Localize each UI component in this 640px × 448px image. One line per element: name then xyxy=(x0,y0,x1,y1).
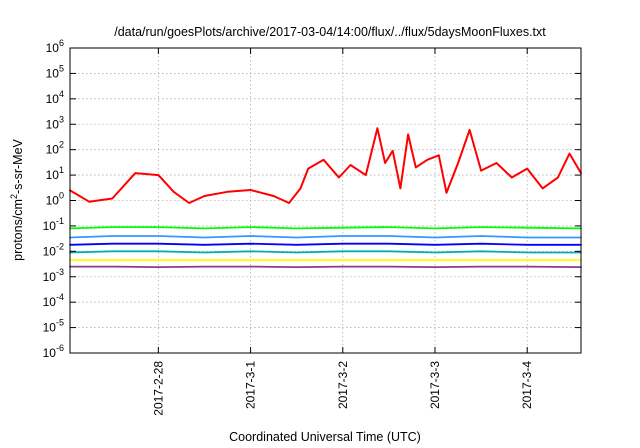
grid-lines xyxy=(70,48,581,353)
y-tick-label-base: 10 xyxy=(43,295,57,309)
y-tick-label-exp: -4 xyxy=(56,292,64,302)
y-tick-label-base: 10 xyxy=(46,143,60,157)
y-tick-label-base: 10 xyxy=(46,66,60,80)
x-tick-label: 2017-2-28 xyxy=(151,361,165,416)
y-tick-label-exp: 6 xyxy=(59,38,64,48)
y-tick-label: 10-5 xyxy=(43,318,64,335)
y-tick-label-base: 10 xyxy=(46,92,60,106)
y-tick-label: 10-4 xyxy=(43,292,64,309)
y-tick-label: 104 xyxy=(46,89,64,106)
y-axis-label-post: -s-sr-MeV xyxy=(11,138,25,194)
y-axis-label-sup: 2 xyxy=(9,194,19,199)
series-line-1 xyxy=(69,127,582,204)
y-tick-label-exp: 3 xyxy=(59,114,64,124)
y-tick-label: 100 xyxy=(46,191,64,208)
x-tick-label: 2017-3-4 xyxy=(520,361,534,409)
y-tick-label: 101 xyxy=(46,165,64,182)
y-tick-label-exp: 5 xyxy=(59,63,64,73)
y-tick-label-base: 10 xyxy=(43,321,57,335)
y-tick-label: 10-3 xyxy=(43,267,64,284)
y-tick-label-base: 10 xyxy=(46,41,60,55)
y-tick-label-base: 10 xyxy=(46,168,60,182)
series-group xyxy=(69,127,582,269)
y-tick-label: 10-2 xyxy=(43,241,64,258)
x-axis-label: Coordinated Universal Time (UTC) xyxy=(229,430,421,444)
y-tick-label: 10-1 xyxy=(43,216,64,233)
series-line-5 xyxy=(69,250,582,254)
y-tick-label-exp: 4 xyxy=(59,89,64,99)
y-tick-label-base: 10 xyxy=(43,219,57,233)
x-tick-label: 2017-3-2 xyxy=(336,361,350,409)
x-axis-ticks: 2017-2-28 2017-3-1 2017-3-2 2017-3-3 2017-3-… xyxy=(151,48,534,416)
y-tick-label-base: 10 xyxy=(46,194,60,208)
y-tick-label-base: 10 xyxy=(43,244,57,258)
y-tick-label: 105 xyxy=(46,63,64,80)
series-line-2 xyxy=(69,226,582,230)
y-tick-label-exp: 1 xyxy=(59,165,64,175)
y-tick-label-base: 10 xyxy=(43,346,57,360)
y-axis-label-pre: protons/cm xyxy=(11,199,25,261)
chart-title: /data/run/goesPlots/archive/2017-03-04/1… xyxy=(114,25,546,39)
x-tick-label: 2017-3-1 xyxy=(244,361,258,409)
x-tick-label: 2017-3-3 xyxy=(428,361,442,409)
y-tick-label-exp: -1 xyxy=(56,216,64,226)
y-tick-label: 102 xyxy=(46,140,64,157)
y-tick-label-base: 10 xyxy=(46,117,60,131)
y-tick-label: 103 xyxy=(46,114,64,131)
y-tick-label-base: 10 xyxy=(43,270,57,284)
series-line-3 xyxy=(69,235,582,239)
series-line-4 xyxy=(69,242,582,246)
y-tick-label-exp: 2 xyxy=(59,140,64,150)
series-line-7 xyxy=(69,265,582,269)
y-tick-label: 10-6 xyxy=(43,343,64,360)
y-tick-label-exp: 0 xyxy=(59,191,64,201)
y-axis-ticks: 10-610-510-410-310-210-11001011021031041… xyxy=(43,38,581,360)
y-axis-label: protons/cm2-s-sr-MeV xyxy=(9,138,25,260)
y-tick-label-exp: -2 xyxy=(56,241,64,251)
y-tick-label-exp: -5 xyxy=(56,318,64,328)
y-tick-label-exp: -3 xyxy=(56,267,64,277)
y-tick-label: 106 xyxy=(46,38,64,55)
y-tick-label-exp: -6 xyxy=(56,343,64,353)
